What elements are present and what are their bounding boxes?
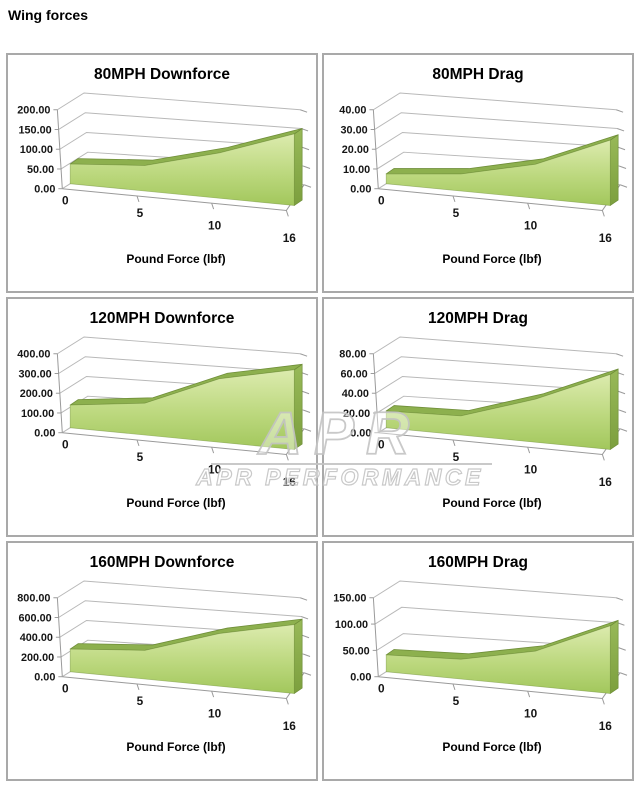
chart-title: 80MPH Downforce (93, 66, 231, 83)
svg-text:0.00: 0.00 (34, 428, 55, 440)
svg-text:300.00: 300.00 (19, 368, 52, 380)
x-axis-title: Pound Force (lbf) (126, 252, 226, 266)
y-axis-labels: 0.00 50.00 100.00 150.00 (333, 593, 371, 684)
svg-text:400.00: 400.00 (17, 349, 50, 361)
svg-text:20.00: 20.00 (342, 144, 369, 156)
svg-text:200.00: 200.00 (20, 388, 53, 400)
svg-text:10: 10 (524, 219, 538, 233)
svg-text:16: 16 (599, 231, 613, 245)
area-chart-3d: 0.00 200.00 400.00 600.00 800.00 0 5 10 16 (17, 580, 312, 734)
svg-text:0: 0 (62, 194, 69, 208)
svg-text:10: 10 (524, 707, 538, 721)
svg-text:150.00: 150.00 (333, 593, 366, 605)
chart-title: 80MPH Drag (432, 66, 524, 83)
page-title: Wing forces (8, 7, 88, 23)
svg-text:60.00: 60.00 (341, 368, 368, 380)
chart-panel: 160MPH Drag 0.00 50.00 100.00 150.00 0 5 10 16 Po… (322, 541, 634, 781)
chart-title: 160MPH Drag (428, 554, 528, 571)
svg-text:16: 16 (599, 475, 613, 489)
svg-text:0.00: 0.00 (350, 428, 371, 440)
svg-text:0: 0 (378, 194, 385, 208)
svg-text:0: 0 (378, 438, 385, 452)
x-axis-labels: 0 5 10 16 (378, 682, 612, 734)
area-chart-3d: 0.00 100.00 200.00 300.00 400.00 0 5 10 16 (17, 336, 312, 490)
x-axis-labels: 0 5 10 16 (62, 438, 296, 490)
svg-text:30.00: 30.00 (341, 124, 368, 136)
svg-text:40.00: 40.00 (339, 105, 366, 117)
y-axis-labels: 0.00 200.00 400.00 600.00 800.00 (17, 593, 55, 684)
x-axis-title: Pound Force (lbf) (442, 252, 542, 266)
svg-text:10: 10 (208, 707, 222, 721)
area-chart-3d: 0.00 50.00 100.00 150.00 200.00 0 5 10 16 (17, 92, 312, 246)
y-axis-labels: 0.00 10.00 20.00 30.00 40.00 (339, 105, 371, 196)
chart-panel: 80MPH Downforce 0.00 50.00 100.00 150.00 200.… (6, 53, 318, 293)
y-axis-labels: 0.00 50.00 100.00 150.00 200.00 (17, 105, 55, 196)
x-axis-title: Pound Force (lbf) (442, 740, 542, 754)
svg-text:0: 0 (62, 682, 69, 696)
svg-text:10: 10 (208, 219, 222, 233)
svg-text:0.00: 0.00 (34, 184, 55, 196)
x-axis-title: Pound Force (lbf) (442, 496, 542, 510)
x-axis-labels: 0 5 10 16 (62, 682, 296, 734)
svg-text:10.00: 10.00 (343, 164, 370, 176)
svg-text:5: 5 (453, 450, 460, 464)
svg-text:16: 16 (283, 719, 297, 733)
chart-panel: 80MPH Drag 0.00 10.00 20.00 30.00 40.00 0 5 10 16… (322, 53, 634, 293)
svg-text:16: 16 (599, 719, 613, 733)
svg-text:200.00: 200.00 (21, 652, 54, 664)
svg-text:10: 10 (524, 463, 538, 477)
x-axis-labels: 0 5 10 16 (62, 194, 296, 246)
svg-text:0.00: 0.00 (350, 672, 371, 684)
svg-text:0: 0 (378, 682, 385, 696)
chart-panel: 120MPH Drag 0.00 20.00 40.00 60.00 80.00 0 5 10 1… (322, 297, 634, 537)
svg-text:5: 5 (137, 450, 144, 464)
area-chart-3d: 0.00 10.00 20.00 30.00 40.00 0 5 10 16 (339, 92, 628, 246)
svg-text:16: 16 (283, 475, 297, 489)
area-chart-3d: 0.00 50.00 100.00 150.00 0 5 10 16 (333, 580, 628, 734)
svg-text:40.00: 40.00 (342, 388, 369, 400)
svg-text:800.00: 800.00 (17, 593, 50, 605)
chart-title: 160MPH Downforce (89, 554, 235, 571)
svg-text:5: 5 (453, 206, 460, 220)
svg-text:0.00: 0.00 (350, 184, 371, 196)
svg-text:5: 5 (137, 206, 144, 220)
svg-text:0.00: 0.00 (34, 672, 55, 684)
x-axis-labels: 0 5 10 16 (378, 438, 612, 490)
svg-text:50.00: 50.00 (27, 164, 54, 176)
area-chart-3d: 0.00 20.00 40.00 60.00 80.00 0 5 10 16 (339, 336, 628, 490)
svg-text:80.00: 80.00 (339, 349, 366, 361)
x-axis-labels: 0 5 10 16 (378, 194, 612, 246)
chart-title: 120MPH Downforce (89, 310, 235, 327)
svg-text:150.00: 150.00 (19, 124, 52, 136)
svg-text:20.00: 20.00 (343, 408, 370, 420)
x-axis-title: Pound Force (lbf) (126, 740, 226, 754)
chart-title: 120MPH Drag (428, 310, 528, 327)
svg-text:400.00: 400.00 (20, 632, 53, 644)
charts-grid: 80MPH Downforce 0.00 50.00 100.00 150.00 200.… (6, 53, 634, 781)
svg-text:200.00: 200.00 (17, 105, 50, 117)
svg-text:10: 10 (208, 463, 222, 477)
svg-text:100.00: 100.00 (21, 408, 54, 420)
svg-text:0: 0 (62, 438, 69, 452)
svg-text:5: 5 (137, 694, 144, 708)
svg-text:600.00: 600.00 (19, 612, 52, 624)
y-axis-labels: 0.00 100.00 200.00 300.00 400.00 (17, 349, 55, 440)
x-axis-title: Pound Force (lbf) (126, 496, 226, 510)
svg-text:16: 16 (283, 231, 297, 245)
svg-text:100.00: 100.00 (20, 144, 53, 156)
y-axis-labels: 0.00 20.00 40.00 60.00 80.00 (339, 349, 371, 440)
chart-panel: 160MPH Downforce 0.00 200.00 400.00 600.00 80… (6, 541, 318, 781)
svg-text:5: 5 (453, 694, 460, 708)
svg-text:50.00: 50.00 (343, 645, 370, 657)
svg-text:100.00: 100.00 (335, 619, 368, 631)
chart-panel: 120MPH Downforce 0.00 100.00 200.00 300.00 40… (6, 297, 318, 537)
